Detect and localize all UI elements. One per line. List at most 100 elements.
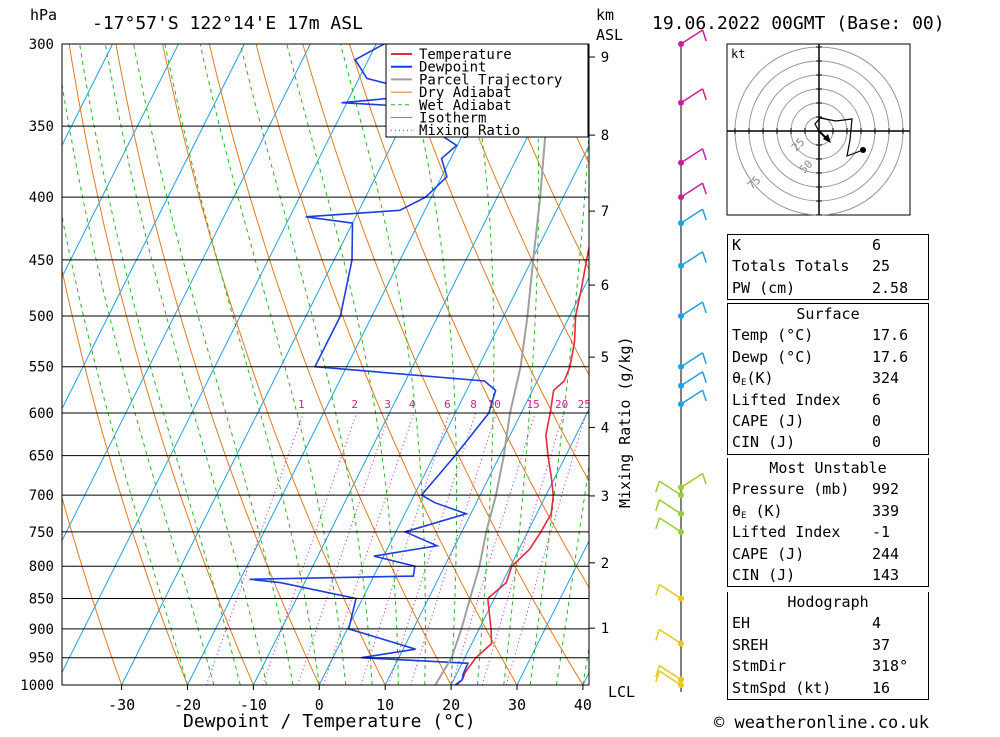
wind-barb-staff	[681, 302, 703, 316]
surface-temp-value: 17.6	[872, 325, 924, 346]
wind-barb-flag	[703, 353, 707, 364]
wind-barb-staff	[659, 481, 681, 495]
surface-theta-e-label: θE(K)	[732, 368, 872, 389]
wind-barb-icon	[656, 500, 681, 514]
mu-cape-value: 244	[872, 544, 924, 565]
wind-profile	[656, 30, 706, 692]
wind-barb-flag	[703, 390, 707, 401]
mixing-ratio-label: 3	[384, 398, 391, 411]
km-tick-label: 1	[601, 621, 609, 637]
legend-entry: Mixing Ratio	[419, 123, 520, 139]
wind-barb-flag	[703, 252, 707, 263]
wind-barb-staff	[681, 89, 703, 103]
mu-cape-label: CAPE (J)	[732, 544, 872, 565]
wind-barb-icon	[681, 183, 706, 197]
lcl-label: LCL	[608, 683, 635, 701]
mixing-ratio-axis-title: Mixing Ratio (g/kg)	[616, 336, 634, 508]
wind-barb-staff	[659, 629, 681, 643]
stmdir-label: StmDir	[732, 656, 872, 677]
wet-adiabat-line	[33, 44, 188, 685]
wind-barb-flag	[703, 209, 707, 220]
km-tick-label: 6	[601, 278, 609, 294]
k-index-label: K	[732, 235, 872, 256]
pressure-tick-label: 750	[29, 525, 54, 541]
mu-lifted-index-value: -1	[872, 522, 924, 543]
wind-barb-staff	[681, 252, 703, 266]
wind-barb-icon	[681, 209, 706, 223]
isotherm-line	[0, 44, 113, 685]
mixing-ratio-label: 15	[527, 398, 540, 411]
pressure-tick-label: 300	[29, 37, 54, 53]
pressure-tick-label: 350	[29, 119, 54, 135]
mu-pressure-label: Pressure (mb)	[732, 479, 872, 500]
dry-adiabat-line	[303, 44, 583, 685]
hodograph-end-dot	[860, 147, 866, 153]
wind-barb-flag	[703, 149, 707, 160]
wet-adiabat-line	[583, 44, 689, 685]
pw-label: PW (cm)	[732, 278, 872, 299]
dry-adiabat-line	[256, 44, 517, 685]
wind-barb-icon	[656, 481, 681, 495]
pressure-tick-label: 500	[29, 309, 54, 325]
wind-barb-icon	[681, 473, 706, 487]
wind-barb-icon	[681, 390, 706, 404]
mu-cin-label: CIN (J)	[732, 565, 872, 586]
sreh-label: SREH	[732, 635, 872, 656]
wind-barb-flag	[703, 183, 707, 194]
wind-barb-flag	[703, 372, 707, 383]
wind-barb-flag	[656, 481, 660, 492]
pressure-tick-label: 850	[29, 591, 54, 607]
km-tick-label: 9	[601, 50, 609, 66]
isotherm-line	[253, 44, 574, 685]
mixing-ratio-label: 2	[351, 398, 358, 411]
mixing-ratio-line	[263, 413, 357, 685]
wind-barb-flag	[703, 473, 707, 484]
mu-cin-value: 143	[872, 565, 924, 586]
wind-barb-flag	[656, 518, 660, 529]
temperature-tick-label: -30	[108, 696, 135, 714]
isotherm-line	[122, 44, 443, 685]
mixing-ratio-label: 4	[409, 398, 416, 411]
surface-title: Surface	[728, 304, 928, 325]
wind-barb-staff	[659, 584, 681, 598]
totals-totals-value: 25	[872, 256, 924, 277]
wind-barb-icon	[681, 252, 706, 266]
surface-cape-value: 0	[872, 411, 924, 432]
wet-adiabat-line	[134, 44, 293, 685]
pressure-tick-label: 650	[29, 449, 54, 465]
wind-barb-staff	[681, 183, 703, 197]
eh-value: 4	[872, 613, 924, 634]
surface-lifted-index-value: 6	[872, 390, 924, 411]
surface-theta-e-value: 324	[872, 368, 924, 389]
dry-adiabat-line	[116, 44, 319, 685]
isotherm-line	[188, 44, 509, 685]
wind-barb-icon	[681, 353, 706, 367]
x-axis-title: Dewpoint / Temperature (°C)	[183, 711, 476, 732]
stmspd-value: 16	[872, 678, 924, 699]
wind-barb-staff	[659, 500, 681, 514]
pw-value: 2.58	[872, 278, 924, 299]
mixing-ratio-line	[452, 413, 535, 685]
dewpoint-curve	[250, 44, 496, 685]
pressure-tick-label: 800	[29, 559, 54, 575]
mu-theta-e-label: θE (K)	[732, 501, 872, 522]
surface-table: Surface Temp (°C)17.6 Dewp (°C)17.6 θE(K…	[727, 303, 929, 455]
km-tick-label: 7	[601, 204, 609, 220]
pressure-tick-label: 600	[29, 406, 54, 422]
wind-barb-icon	[681, 302, 706, 316]
wind-barb-staff	[681, 209, 703, 223]
pressure-tick-label: 950	[29, 651, 54, 667]
dry-adiabat-line	[957, 44, 1000, 685]
km-axis-label: km	[596, 6, 614, 24]
hodograph-unit-label: kt	[731, 47, 745, 61]
stmdir-value: 318°	[872, 656, 924, 677]
wind-barb-icon	[681, 89, 706, 103]
surface-temp-label: Temp (°C)	[732, 325, 872, 346]
mu-lifted-index-label: Lifted Index	[732, 522, 872, 543]
asl-axis-label: ASL	[596, 26, 623, 44]
footer-credit[interactable]: © weatheronline.co.uk	[714, 713, 929, 733]
km-tick-label: 5	[601, 350, 609, 366]
